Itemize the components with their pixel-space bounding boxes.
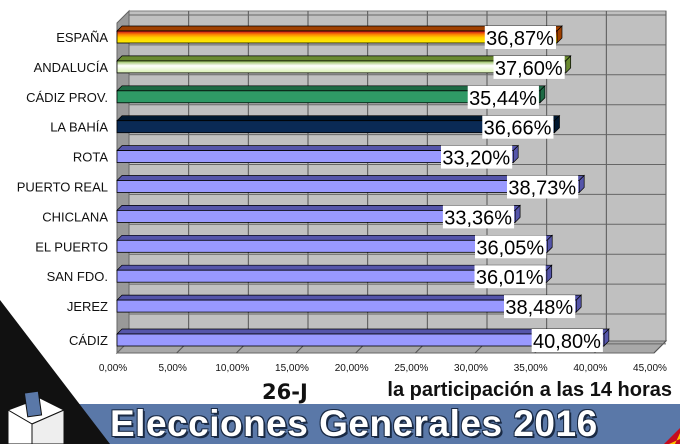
value-label-bg — [484, 26, 556, 49]
value-label-bg — [493, 55, 565, 79]
value-label: 36,87% — [486, 28, 554, 50]
value-label-bg — [440, 145, 513, 169]
category-label: CHICLANA — [42, 209, 108, 224]
x-tick-label: 45,00% — [633, 363, 667, 374]
x-tick-label: 35,00% — [514, 363, 548, 374]
category-label: ROTA — [73, 150, 108, 165]
x-tick-label: 15,00% — [275, 363, 309, 374]
value-label-bg — [474, 235, 547, 259]
spain-flag-icon — [664, 428, 680, 444]
value-label-bg — [506, 175, 579, 199]
x-tick-label: 10,00% — [215, 363, 249, 374]
value-label-bg — [482, 115, 554, 139]
x-tick-label: 20,00% — [335, 363, 369, 374]
value-label: 36,01% — [476, 267, 544, 289]
value-label: 38,48% — [505, 297, 573, 319]
x-tick-label: 25,00% — [394, 363, 428, 374]
bar — [116, 120, 555, 134]
value-label: 38,73% — [508, 178, 576, 200]
banner — [0, 404, 680, 444]
value-label: 33,36% — [444, 207, 512, 229]
bar — [116, 180, 580, 193]
value-label: 33,20% — [442, 148, 510, 170]
chart-subtitle: la participación a las 14 horas — [387, 379, 672, 401]
value-label-bg — [442, 205, 515, 229]
value-label: 36,66% — [484, 118, 552, 140]
floor-gridline — [653, 340, 667, 354]
value-label-bg — [503, 295, 576, 319]
value-label: 35,44% — [469, 88, 537, 110]
category-label: EL PUERTO — [35, 239, 108, 254]
x-tick-label: 0,00% — [99, 363, 127, 374]
bar — [116, 333, 605, 347]
x-tick-label: 5,00% — [158, 363, 186, 374]
x-tick-label: 30,00% — [454, 363, 488, 374]
bar — [116, 30, 558, 44]
banner-tag: 26-J — [262, 380, 308, 404]
x-tick-label: 40,00% — [573, 363, 607, 374]
category-label: ESPAÑA — [56, 30, 108, 45]
bar — [116, 60, 567, 74]
value-label: 36,05% — [476, 237, 544, 259]
category-label: PUERTO REAL — [17, 180, 108, 195]
value-label-bg — [474, 265, 546, 289]
ballot-box-icon — [0, 300, 110, 444]
category-label: LA BAHÍA — [50, 120, 108, 135]
category-label: JEREZ — [67, 299, 108, 314]
bar — [116, 299, 577, 313]
bar — [116, 209, 516, 223]
value-label: 40,80% — [533, 331, 601, 353]
bar — [116, 150, 514, 164]
value-label: 37,60% — [495, 58, 563, 80]
bar — [116, 239, 548, 253]
category-label: SAN FDO. — [47, 269, 108, 284]
value-label-bg — [467, 85, 539, 109]
category-label: CÁDIZ — [69, 333, 108, 348]
participation-chart: ESPAÑA 36,87% ANDALUCÍA 37,60% CÁDIZ PROV. 35… — [17, 9, 668, 374]
bar — [116, 269, 548, 283]
category-label: ANDALUCÍA — [34, 60, 109, 75]
banner-title: Elecciones Generales 2016 — [110, 403, 598, 444]
value-label-bg — [531, 329, 603, 352]
bar — [116, 90, 541, 104]
category-label: CÁDIZ PROV. — [26, 90, 108, 105]
